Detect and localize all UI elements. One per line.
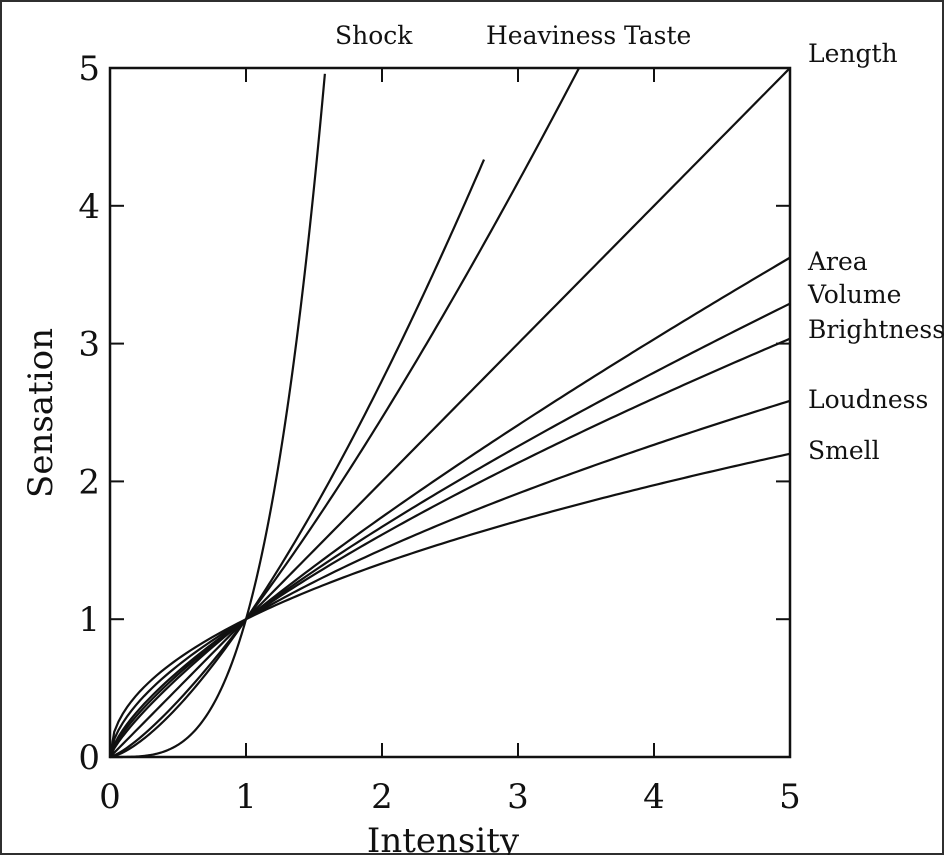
y-axis-title: Sensation	[21, 328, 61, 498]
x-tick-label: 1	[235, 777, 257, 817]
plot-area	[108, 66, 792, 759]
series-label-brightness: Brightness	[808, 315, 944, 344]
y-tick-label: 4	[78, 187, 100, 227]
x-tick-label: 0	[99, 777, 121, 817]
x-tick-label: 3	[507, 777, 529, 817]
x-tick-label: 5	[779, 777, 801, 817]
y-tick-label: 3	[78, 325, 100, 365]
x-axis: 0 1 2 3 4 5	[99, 68, 801, 817]
series-line-loudness	[108, 399, 791, 758]
series-line-brightness	[108, 337, 791, 758]
series-line-shock	[110, 73, 326, 759]
series-label-taste: Taste	[624, 21, 691, 50]
series-line-area	[109, 256, 791, 758]
curves	[108, 67, 791, 759]
series-line-length	[109, 67, 791, 758]
y-tick-label: 2	[78, 462, 100, 502]
y-tick-label: 0	[78, 738, 100, 778]
x-tick-label: 4	[643, 777, 665, 817]
x-tick-label: 2	[371, 777, 393, 817]
series-label-length: Length	[808, 39, 898, 68]
series-label-smell: Smell	[808, 436, 880, 465]
plot-border	[108, 66, 792, 759]
series-label-loudness: Loudness	[808, 385, 928, 414]
series-label-shock: Shock	[335, 21, 413, 50]
series-label-heaviness: Heaviness	[486, 21, 616, 50]
curve-labels: Shock Heaviness Taste Length Area Volume Brigh…	[335, 21, 944, 465]
series-label-area: Area	[807, 247, 868, 276]
series-line-taste	[109, 67, 581, 759]
series-line-heaviness	[109, 159, 486, 759]
x-axis-title: Intensity	[367, 821, 520, 855]
series-label-volume: Volume	[807, 280, 901, 309]
series-line-smell	[108, 452, 791, 758]
series-line-volume	[108, 302, 791, 758]
y-tick-label: 1	[78, 600, 100, 640]
y-axis: 0 1 2 3 4 5	[78, 49, 790, 778]
y-tick-label: 5	[78, 49, 100, 89]
